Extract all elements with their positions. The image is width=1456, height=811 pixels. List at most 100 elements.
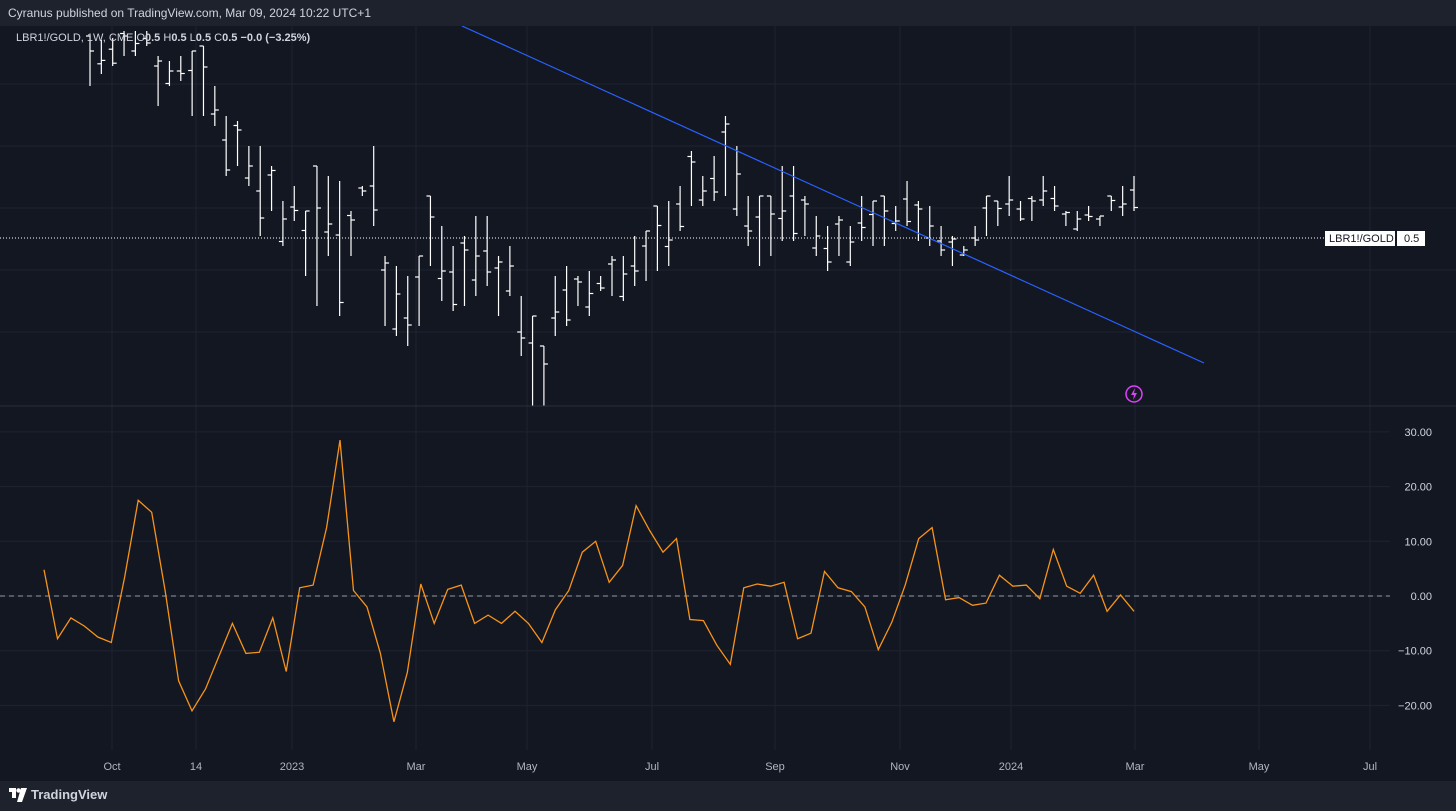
ohlc-bar bbox=[857, 196, 866, 241]
ohlc-bar bbox=[551, 276, 560, 336]
symbol-name: LBR1!/GOLD, 1W, CME bbox=[16, 32, 134, 44]
ohlc-bar bbox=[369, 146, 378, 226]
ohlc-bar bbox=[244, 146, 253, 186]
x-tick-label: Nov bbox=[890, 761, 910, 773]
ohlc-bar bbox=[403, 276, 412, 346]
y-tick-label: −20.00 bbox=[1398, 700, 1432, 712]
ohlc-bar bbox=[165, 61, 174, 86]
ohlc-bar bbox=[573, 276, 582, 306]
ohlc-bar bbox=[347, 211, 355, 256]
ohlc-bar bbox=[222, 116, 231, 176]
ohlc-bar bbox=[176, 56, 185, 81]
ohlc-bar bbox=[1130, 176, 1138, 211]
ohlc-bar bbox=[732, 146, 741, 216]
trend-line[interactable] bbox=[461, 26, 1205, 364]
ohlc-bar bbox=[233, 121, 242, 166]
ohlc-bar bbox=[154, 56, 163, 106]
ohlc-bar bbox=[891, 206, 900, 231]
ohlc-bar bbox=[1084, 206, 1093, 221]
ohlc-bar bbox=[903, 181, 912, 226]
ohlc-bar bbox=[505, 246, 514, 296]
ohlc-bar bbox=[789, 166, 798, 241]
ohlc-bar bbox=[846, 226, 855, 266]
ohlc-bar bbox=[1118, 186, 1127, 216]
footer bbox=[0, 781, 1456, 811]
high-value: 0.5 bbox=[171, 32, 187, 44]
ohlc-bar bbox=[528, 315, 537, 406]
low-label: L bbox=[189, 32, 196, 44]
ohlc-bar bbox=[687, 151, 696, 206]
ohlc-bar bbox=[1050, 186, 1059, 211]
ohlc-bar bbox=[1027, 196, 1036, 221]
time-axis: Oct 14 2023 Mar May Jul Sep Nov 2024 Mar May Jul bbox=[103, 761, 1377, 773]
ohlc-bar bbox=[437, 226, 446, 301]
ohlc-bar bbox=[210, 86, 219, 126]
ohlc-bar bbox=[823, 226, 832, 271]
x-tick-label: Jul bbox=[645, 761, 659, 773]
alert-icon[interactable] bbox=[1125, 385, 1143, 403]
ohlc-bar bbox=[142, 31, 151, 46]
ohlc-bar bbox=[381, 256, 390, 326]
ohlc-bar bbox=[710, 156, 719, 201]
ohlc-bar bbox=[766, 195, 775, 256]
ohlc-bar bbox=[914, 201, 923, 241]
ohlc-bar bbox=[312, 165, 321, 306]
ohlc-bar bbox=[1073, 211, 1082, 231]
ohlc-bar bbox=[755, 195, 764, 266]
ohlc-bar bbox=[596, 276, 605, 291]
publisher-text: Cyranus published on TradingView.com, Ma… bbox=[8, 6, 371, 20]
ohlc-bar bbox=[562, 266, 571, 326]
ohlc-bar bbox=[1107, 195, 1116, 211]
ohlc-bar bbox=[880, 195, 889, 246]
ohlc-bar bbox=[188, 50, 197, 116]
ohlc-bar bbox=[324, 176, 333, 256]
ohlc-bar bbox=[585, 271, 594, 316]
y-tick-label: 0.00 bbox=[1411, 591, 1432, 603]
ohlc-bar bbox=[539, 345, 548, 406]
x-tick-label: Mar bbox=[407, 761, 426, 773]
high-label: H bbox=[163, 32, 172, 44]
y-tick-label: 20.00 bbox=[1404, 482, 1432, 494]
x-tick-label: 2023 bbox=[280, 761, 304, 773]
ohlc-bar bbox=[982, 195, 991, 236]
ohlc-bar bbox=[120, 31, 129, 56]
x-tick-label: Mar bbox=[1126, 761, 1145, 773]
tradingview-logo-icon[interactable] bbox=[9, 788, 27, 802]
chart-area[interactable]: LBR1!/GOLD 0.5 30.00 20.00 10.00 0.00 −10.00… bbox=[0, 26, 1456, 781]
x-tick-label: Jul bbox=[1363, 761, 1377, 773]
y-tick-label: 30.00 bbox=[1404, 427, 1432, 439]
x-tick-label: Oct bbox=[103, 761, 120, 773]
ohlc-bar bbox=[619, 256, 628, 301]
change-value: −0.0 (−3.25%) bbox=[240, 32, 311, 44]
oscillator-y-axis: 30.00 20.00 10.00 0.00 −10.00 −20.00 bbox=[1398, 427, 1432, 713]
footer-brand[interactable]: TradingView bbox=[31, 787, 108, 802]
ohlc-bar bbox=[1016, 201, 1025, 221]
ohlc-bar bbox=[358, 186, 367, 196]
y-tick-label: 10.00 bbox=[1404, 536, 1432, 548]
close-value: 0.5 bbox=[222, 32, 238, 44]
ohlc-bar bbox=[812, 216, 821, 256]
ohlc-bar bbox=[937, 226, 946, 256]
ohlc-bar bbox=[460, 236, 469, 306]
x-tick-label: May bbox=[517, 761, 538, 773]
ohlc-bar bbox=[778, 166, 787, 241]
ohlc-bar bbox=[97, 40, 106, 74]
ohlc-bar bbox=[676, 186, 685, 231]
price-label-box: LBR1!/GOLD 0.5 bbox=[1325, 231, 1425, 246]
symbol-legend: LBR1!/GOLD, 1W, CME O0.5 H0.5 L0.5 C0.5 … bbox=[16, 32, 310, 44]
ohlc-bar bbox=[256, 146, 265, 236]
ohlc-bar bbox=[449, 246, 458, 311]
ohlc-bars bbox=[86, 31, 1138, 406]
ohlc-bar bbox=[86, 35, 94, 86]
low-value: 0.5 bbox=[195, 32, 212, 44]
x-tick-label: Sep bbox=[765, 761, 785, 773]
ohlc-bar bbox=[392, 266, 401, 336]
ohlc-bar bbox=[108, 38, 117, 66]
ohlc-bar bbox=[517, 296, 526, 356]
ohlc-bar bbox=[426, 195, 435, 266]
grid-lines bbox=[0, 26, 1456, 750]
ohlc-bar bbox=[1095, 215, 1104, 226]
ohlc-bar bbox=[800, 196, 809, 236]
ohlc-bar bbox=[608, 256, 616, 296]
ohlc-bar bbox=[948, 236, 957, 266]
